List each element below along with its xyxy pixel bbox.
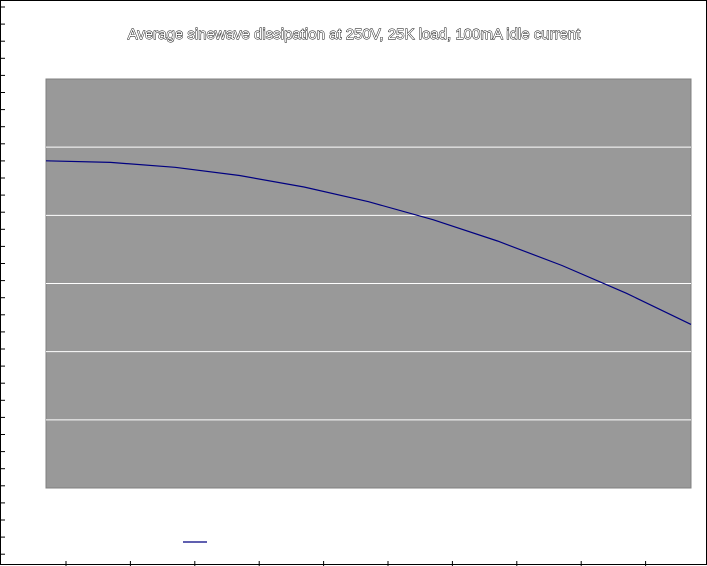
grid-layer [46, 146, 691, 421]
series-line-0 [45, 160, 692, 325]
tick-layer [1, 6, 647, 566]
chart-title: Average sinewave dissipation at 250V, 25… [128, 26, 582, 43]
series-layer [45, 160, 692, 325]
